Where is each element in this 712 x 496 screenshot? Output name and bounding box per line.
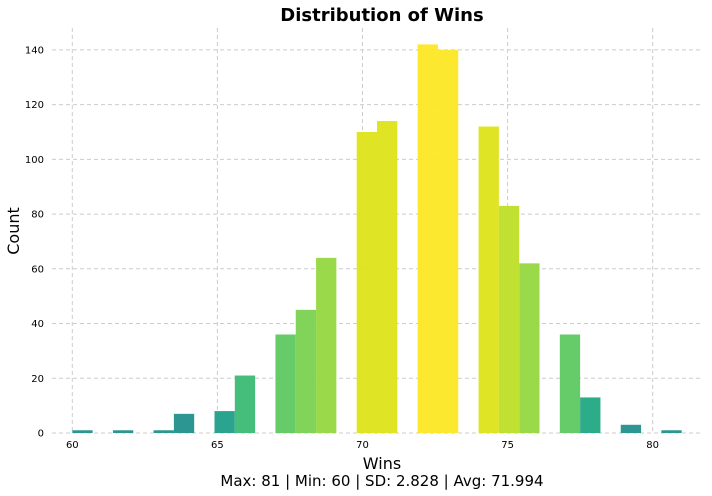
tick-labels: 60 65 70 75 80 0 20 40 60 80 100 120 140 bbox=[25, 45, 659, 451]
histogram-bar bbox=[417, 44, 438, 434]
histogram-bar bbox=[519, 263, 540, 433]
histogram-bar bbox=[437, 49, 459, 433]
y-tick-label: 20 bbox=[31, 374, 44, 385]
histogram-bar bbox=[478, 126, 499, 433]
histogram-bar bbox=[356, 131, 377, 433]
histogram-bar bbox=[620, 424, 642, 433]
y-tick-label: 140 bbox=[25, 45, 44, 56]
histogram-bar bbox=[580, 397, 601, 433]
histogram-bar bbox=[153, 430, 174, 433]
histogram-bar bbox=[72, 430, 93, 433]
histogram-bar bbox=[295, 309, 317, 433]
stats-caption: Max: 81 | Min: 60 | SD: 2.828 | Avg: 71.… bbox=[220, 472, 543, 490]
y-tick-label: 40 bbox=[31, 319, 44, 330]
histogram-bar bbox=[112, 430, 134, 433]
x-tick-label: 80 bbox=[646, 440, 659, 451]
y-tick-label: 120 bbox=[25, 100, 44, 111]
x-tick-label: 75 bbox=[501, 440, 514, 451]
x-tick-label: 60 bbox=[66, 440, 79, 451]
y-axis-label: Count bbox=[4, 207, 23, 255]
y-tick-label: 60 bbox=[31, 264, 44, 275]
histogram-bar bbox=[661, 430, 682, 433]
x-tick-label: 65 bbox=[211, 440, 224, 451]
histogram-bar bbox=[377, 121, 398, 434]
y-tick-label: 0 bbox=[38, 429, 44, 440]
histogram-bar bbox=[234, 375, 256, 433]
x-tick-label: 70 bbox=[356, 440, 369, 451]
chart-title: Distribution of Wins bbox=[280, 5, 483, 26]
histogram-bar bbox=[316, 257, 337, 433]
y-tick-label: 80 bbox=[31, 210, 44, 221]
histogram-bar bbox=[498, 205, 520, 433]
x-axis-label: Wins bbox=[363, 454, 401, 473]
histogram-bar bbox=[214, 411, 235, 433]
histogram-bar bbox=[173, 413, 195, 433]
y-tick-label: 100 bbox=[25, 155, 44, 166]
histogram-bar bbox=[559, 334, 581, 433]
histogram-bar bbox=[275, 334, 296, 433]
histogram-bars bbox=[72, 44, 682, 434]
